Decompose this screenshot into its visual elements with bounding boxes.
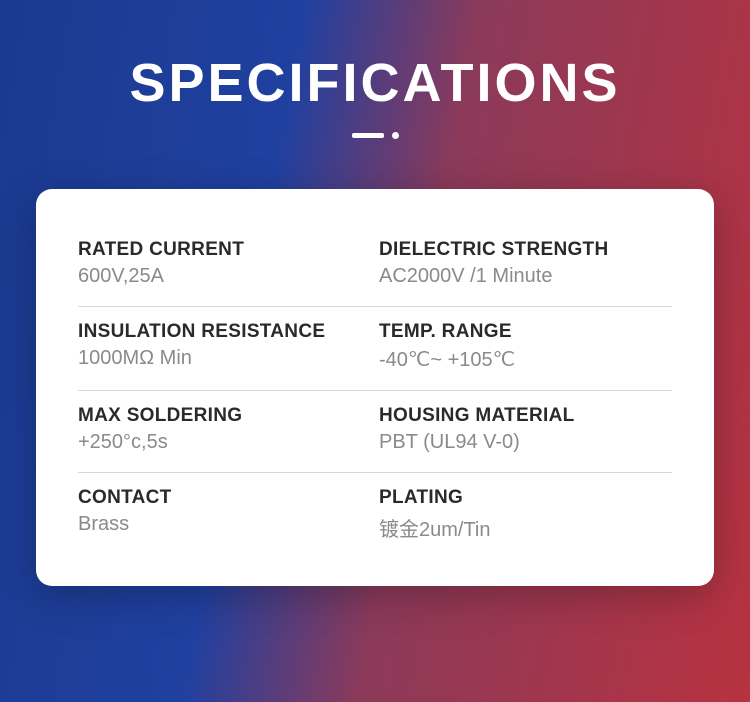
spec-label: PLATING xyxy=(379,487,672,509)
spec-label: CONTACT xyxy=(78,487,371,509)
spec-row: MAX SOLDERING +250°c,5s HOUSING MATERIAL… xyxy=(78,391,672,473)
spec-row: RATED CURRENT 600V,25A DIELECTRIC STRENG… xyxy=(78,225,672,307)
spec-cell: CONTACT Brass xyxy=(78,487,371,542)
spec-cell: TEMP. RANGE -40℃~ +105℃ xyxy=(371,321,672,372)
specs-card: RATED CURRENT 600V,25A DIELECTRIC STRENG… xyxy=(36,189,714,586)
spec-value: +250°c,5s xyxy=(78,431,371,454)
title-divider xyxy=(0,132,750,139)
spec-label: HOUSING MATERIAL xyxy=(379,405,672,427)
spec-label: RATED CURRENT xyxy=(78,239,371,261)
spec-cell: DIELECTRIC STRENGTH AC2000V /1 Minute xyxy=(371,239,672,288)
spec-row: INSULATION RESISTANCE 1000MΩ Min TEMP. R… xyxy=(78,307,672,391)
spec-value: AC2000V /1 Minute xyxy=(379,265,672,288)
spec-row: CONTACT Brass PLATING 镀金2um/Tin xyxy=(78,473,672,560)
spec-label: TEMP. RANGE xyxy=(379,321,672,343)
spec-cell: HOUSING MATERIAL PBT (UL94 V-0) xyxy=(371,405,672,454)
spec-value: Brass xyxy=(78,513,371,536)
spec-cell: PLATING 镀金2um/Tin xyxy=(371,487,672,542)
divider-dot xyxy=(392,132,399,139)
divider-line xyxy=(352,133,384,138)
spec-value: PBT (UL94 V-0) xyxy=(379,431,672,454)
spec-value: 镀金2um/Tin xyxy=(379,513,672,542)
spec-cell: RATED CURRENT 600V,25A xyxy=(78,239,371,288)
spec-value: 600V,25A xyxy=(78,265,371,288)
spec-label: MAX SOLDERING xyxy=(78,405,371,427)
spec-value: 1000MΩ Min xyxy=(78,347,371,370)
spec-value: -40℃~ +105℃ xyxy=(379,347,672,372)
page-title: SPECIFICATIONS xyxy=(0,0,750,114)
spec-label: INSULATION RESISTANCE xyxy=(78,321,371,343)
spec-label: DIELECTRIC STRENGTH xyxy=(379,239,672,261)
spec-cell: MAX SOLDERING +250°c,5s xyxy=(78,405,371,454)
spec-cell: INSULATION RESISTANCE 1000MΩ Min xyxy=(78,321,371,372)
